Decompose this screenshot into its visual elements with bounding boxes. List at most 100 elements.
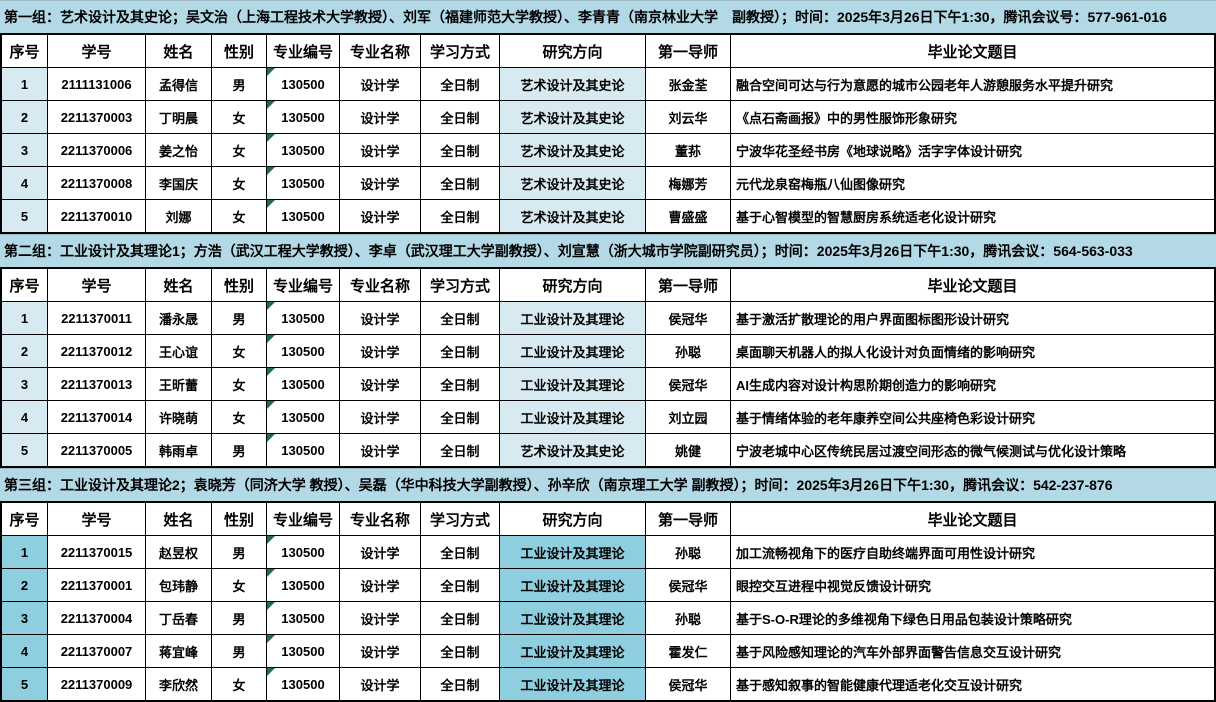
cell-student-name[interactable]: 包玮静	[145, 568, 212, 602]
cell-first-supervisor[interactable]: 刘立园	[645, 400, 731, 434]
cell-study-mode[interactable]: 全日制	[420, 433, 500, 468]
cell-first-supervisor[interactable]: 曹盛盛	[645, 199, 731, 234]
cell-student-name[interactable]: 韩雨卓	[145, 433, 212, 468]
cell-research-direction[interactable]: 工业设计及其理论	[499, 535, 646, 569]
cell-research-direction[interactable]: 工业设计及其理论	[499, 301, 646, 335]
column-header-row-number[interactable]: 序号	[0, 267, 48, 302]
cell-row-number[interactable]: 2	[0, 334, 48, 368]
cell-thesis-title[interactable]: AI生成内容对设计构思阶期创造力的影响研究	[730, 367, 1216, 401]
cell-student-name[interactable]: 孟得信	[145, 67, 212, 101]
cell-first-supervisor[interactable]: 侯冠华	[645, 367, 731, 401]
cell-row-number[interactable]: 4	[0, 166, 48, 200]
cell-research-direction[interactable]: 艺术设计及其史论	[499, 433, 646, 468]
cell-row-number[interactable]: 2	[0, 568, 48, 602]
cell-row-number[interactable]: 4	[0, 400, 48, 434]
cell-study-mode[interactable]: 全日制	[420, 400, 500, 434]
cell-student-id[interactable]: 2211370012	[47, 334, 146, 368]
cell-research-direction[interactable]: 工业设计及其理论	[499, 400, 646, 434]
column-header-row-number[interactable]: 序号	[0, 33, 48, 68]
cell-major-code[interactable]: 130500	[266, 568, 340, 602]
cell-study-mode[interactable]: 全日制	[420, 166, 500, 200]
cell-study-mode[interactable]: 全日制	[420, 100, 500, 134]
cell-row-number[interactable]: 3	[0, 601, 48, 635]
column-header-major-code[interactable]: 专业编号	[266, 267, 340, 302]
cell-study-mode[interactable]: 全日制	[420, 568, 500, 602]
cell-study-mode[interactable]: 全日制	[420, 634, 500, 668]
column-header-student-name[interactable]: 姓名	[145, 501, 212, 536]
cell-study-mode[interactable]: 全日制	[420, 67, 500, 101]
cell-student-name[interactable]: 丁明晨	[145, 100, 212, 134]
column-header-gender[interactable]: 性别	[211, 501, 267, 536]
cell-thesis-title[interactable]: 《点石斋画报》中的男性服饰形象研究	[730, 100, 1216, 134]
cell-thesis-title[interactable]: 基于S-O-R理论的多维视角下绿色日用品包装设计策略研究	[730, 601, 1216, 635]
cell-gender[interactable]: 女	[211, 199, 267, 234]
column-header-gender[interactable]: 性别	[211, 33, 267, 68]
cell-row-number[interactable]: 1	[0, 301, 48, 335]
column-header-student-id[interactable]: 学号	[47, 501, 146, 536]
cell-student-id[interactable]: 2211370011	[47, 301, 146, 335]
cell-thesis-title[interactable]: 基于风险感知理论的汽车外部界面警告信息交互设计研究	[730, 634, 1216, 668]
cell-research-direction[interactable]: 工业设计及其理论	[499, 334, 646, 368]
cell-thesis-title[interactable]: 桌面聊天机器人的拟人化设计对负面情绪的影响研究	[730, 334, 1216, 368]
cell-major-code[interactable]: 130500	[266, 367, 340, 401]
cell-major-name[interactable]: 设计学	[339, 166, 421, 200]
cell-research-direction[interactable]: 艺术设计及其史论	[499, 67, 646, 101]
cell-study-mode[interactable]: 全日制	[420, 334, 500, 368]
cell-student-name[interactable]: 潘永晟	[145, 301, 212, 335]
cell-major-name[interactable]: 设计学	[339, 667, 421, 702]
cell-student-name[interactable]: 王昕蕾	[145, 367, 212, 401]
cell-study-mode[interactable]: 全日制	[420, 301, 500, 335]
cell-row-number[interactable]: 5	[0, 667, 48, 702]
cell-major-name[interactable]: 设计学	[339, 367, 421, 401]
cell-first-supervisor[interactable]: 侯冠华	[645, 568, 731, 602]
cell-major-name[interactable]: 设计学	[339, 67, 421, 101]
cell-student-id[interactable]: 2211370004	[47, 601, 146, 635]
cell-gender[interactable]: 女	[211, 400, 267, 434]
cell-row-number[interactable]: 2	[0, 100, 48, 134]
column-header-major-name[interactable]: 专业名称	[339, 501, 421, 536]
cell-study-mode[interactable]: 全日制	[420, 133, 500, 167]
cell-major-code[interactable]: 130500	[266, 601, 340, 635]
cell-student-id[interactable]: 2211370007	[47, 634, 146, 668]
cell-thesis-title[interactable]: 宁波华花圣经书房《地球说略》活字字体设计研究	[730, 133, 1216, 167]
cell-thesis-title[interactable]: 眼控交互进程中视觉反馈设计研究	[730, 568, 1216, 602]
cell-gender[interactable]: 女	[211, 367, 267, 401]
cell-thesis-title[interactable]: 元代龙泉窑梅瓶八仙图像研究	[730, 166, 1216, 200]
cell-thesis-title[interactable]: 基于情绪体验的老年康养空间公共座椅色彩设计研究	[730, 400, 1216, 434]
cell-student-id[interactable]: 2211370008	[47, 166, 146, 200]
column-header-first-supervisor[interactable]: 第一导师	[645, 33, 731, 68]
cell-row-number[interactable]: 3	[0, 367, 48, 401]
cell-major-code[interactable]: 130500	[266, 400, 340, 434]
column-header-thesis-title[interactable]: 毕业论文题目	[730, 267, 1216, 302]
cell-gender[interactable]: 男	[211, 301, 267, 335]
cell-gender[interactable]: 女	[211, 334, 267, 368]
cell-student-id[interactable]: 2111131006	[47, 67, 146, 101]
cell-major-code[interactable]: 130500	[266, 535, 340, 569]
cell-student-name[interactable]: 许晓萌	[145, 400, 212, 434]
column-header-first-supervisor[interactable]: 第一导师	[645, 501, 731, 536]
column-header-thesis-title[interactable]: 毕业论文题目	[730, 501, 1216, 536]
cell-major-name[interactable]: 设计学	[339, 535, 421, 569]
cell-major-code[interactable]: 130500	[266, 667, 340, 702]
cell-gender[interactable]: 女	[211, 667, 267, 702]
cell-research-direction[interactable]: 工业设计及其理论	[499, 667, 646, 702]
cell-thesis-title[interactable]: 融合空间可达与行为意愿的城市公园老年人游憩服务水平提升研究	[730, 67, 1216, 101]
cell-thesis-title[interactable]: 基于心智模型的智慧厨房系统适老化设计研究	[730, 199, 1216, 234]
cell-first-supervisor[interactable]: 霍发仁	[645, 634, 731, 668]
cell-major-name[interactable]: 设计学	[339, 568, 421, 602]
cell-research-direction[interactable]: 艺术设计及其史论	[499, 100, 646, 134]
column-header-major-name[interactable]: 专业名称	[339, 33, 421, 68]
column-header-major-code[interactable]: 专业编号	[266, 33, 340, 68]
cell-row-number[interactable]: 1	[0, 67, 48, 101]
column-header-study-mode[interactable]: 学习方式	[420, 501, 500, 536]
column-header-gender[interactable]: 性别	[211, 267, 267, 302]
column-header-research-direction[interactable]: 研究方向	[499, 33, 646, 68]
cell-student-name[interactable]: 刘娜	[145, 199, 212, 234]
cell-first-supervisor[interactable]: 张金荃	[645, 67, 731, 101]
cell-major-code[interactable]: 130500	[266, 433, 340, 468]
cell-major-name[interactable]: 设计学	[339, 334, 421, 368]
cell-student-id[interactable]: 2211370005	[47, 433, 146, 468]
cell-major-name[interactable]: 设计学	[339, 634, 421, 668]
column-header-student-name[interactable]: 姓名	[145, 267, 212, 302]
cell-student-id[interactable]: 2211370013	[47, 367, 146, 401]
